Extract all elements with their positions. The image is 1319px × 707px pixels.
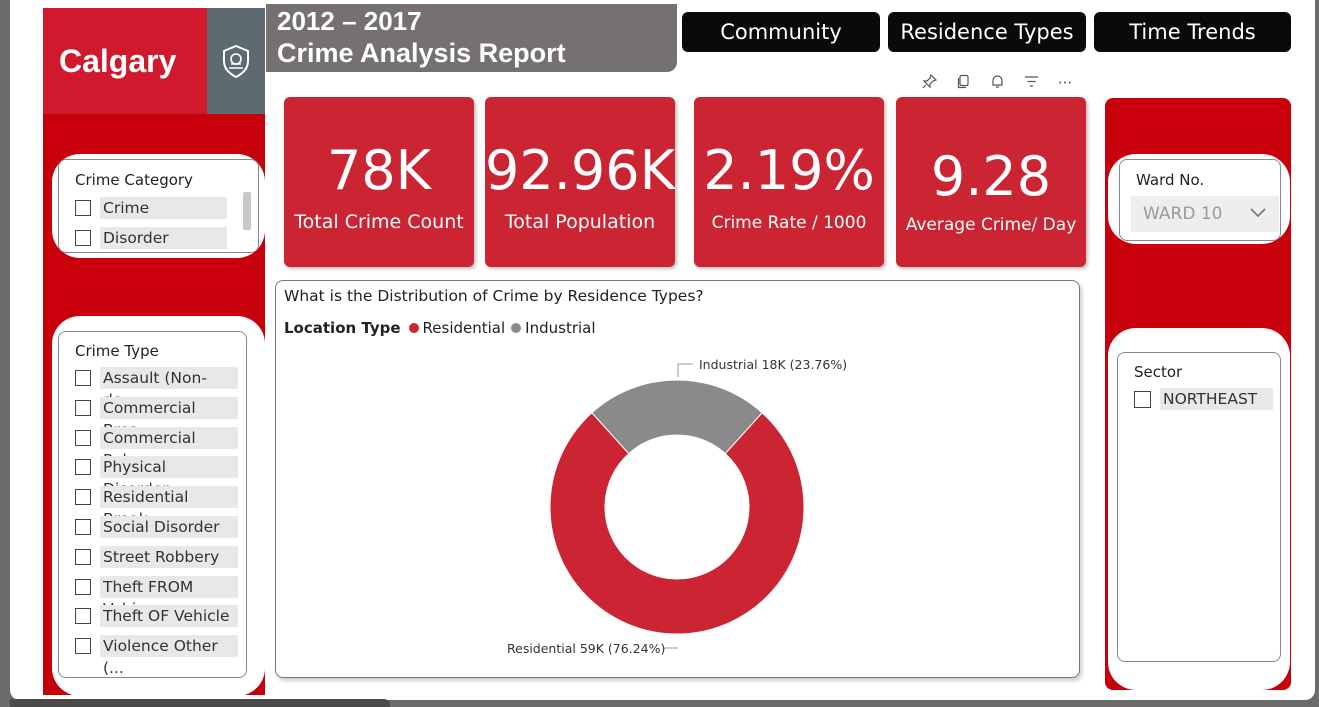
slicer-item-label: Commercial Rob... xyxy=(100,426,238,469)
kpi-label: Crime Rate / 1000 xyxy=(711,213,867,233)
pin-icon[interactable] xyxy=(920,73,938,93)
slicer-item-label: Assault (Non-do... xyxy=(100,367,238,409)
slicer-item-label: Social Disorder xyxy=(100,516,238,538)
crime-category-slicer: Crime Category Crime Disorder xyxy=(58,159,259,253)
kpi-total-population: 92.96K Total Population xyxy=(485,97,675,267)
checkbox[interactable] xyxy=(75,200,91,216)
kpi-average-crime-per-day: 9.28 Average Crime/ Day xyxy=(896,97,1086,267)
kpi-value: 78K xyxy=(326,139,432,202)
slicer-item-crime[interactable]: Crime xyxy=(75,197,227,219)
slicer-item-label: Physical Disorder xyxy=(100,456,238,498)
legend-item-residential[interactable]: Residential xyxy=(408,319,506,337)
slicer-item-disorder[interactable]: Disorder xyxy=(75,227,227,249)
kpi-total-crime-count: 78K Total Crime Count xyxy=(284,97,474,267)
legend-dot xyxy=(408,323,419,333)
slicer-item-label: Street Robbery xyxy=(100,545,238,568)
chart-legend: Location Type Residential Industrial xyxy=(284,319,602,337)
filter-icon[interactable] xyxy=(1022,74,1040,93)
city-crest-icon xyxy=(207,8,265,114)
kpi-value: 2.19% xyxy=(703,139,875,202)
data-label-residential: Residential 59K (76.24%) xyxy=(507,641,665,656)
bell-icon[interactable] xyxy=(988,74,1006,93)
slicer-item[interactable]: Theft FROM Vehi... xyxy=(75,575,238,618)
checkbox[interactable] xyxy=(75,399,91,416)
slicer-item[interactable]: Commercial Brea... xyxy=(75,396,238,439)
legend-label: Residential xyxy=(422,319,506,337)
calgary-logo: Calgary xyxy=(43,8,265,114)
kpi-value: 92.96K xyxy=(485,139,676,202)
logo-text: Calgary xyxy=(59,42,177,79)
legend-label: Industrial xyxy=(525,319,596,337)
donut-slice-residential[interactable] xyxy=(549,412,805,635)
slicer-item[interactable]: Theft OF Vehicle xyxy=(75,605,238,628)
slicer-item[interactable]: Street Robbery xyxy=(75,545,238,568)
sector-slicer: Sector NORTHEAST xyxy=(1117,352,1281,662)
checkbox[interactable] xyxy=(75,548,91,565)
checkbox[interactable] xyxy=(75,230,91,246)
crime-type-slicer: Crime Type Assault (Non-do...Commercial … xyxy=(58,331,247,678)
legend-title: Location Type xyxy=(284,319,401,337)
donut-chart-svg: Residential 59K (76.24%) Industrial 18K (… xyxy=(507,357,847,656)
kpi-crime-rate: 2.19% Crime Rate / 1000 xyxy=(694,97,884,267)
kpi-label: Average Crime/ Day xyxy=(905,215,1077,235)
legend-item-industrial[interactable]: Industrial xyxy=(511,319,596,337)
kpi-label: Total Population xyxy=(504,211,656,233)
copy-icon[interactable] xyxy=(954,74,972,93)
slicer-item[interactable]: Violence Other (... xyxy=(75,635,238,677)
slicer-item-label: Theft OF Vehicle xyxy=(100,605,238,628)
chevron-down-icon xyxy=(1249,204,1267,224)
ward-slicer: Ward No. WARD 10 xyxy=(1119,159,1281,241)
checkbox[interactable] xyxy=(75,429,91,446)
kpi-label: Total Crime Count xyxy=(294,211,464,233)
kpi-value: 9.28 xyxy=(930,145,1052,208)
slicer-title: Ward No. xyxy=(1136,171,1205,189)
slicer-item[interactable]: Physical Disorder xyxy=(75,456,238,498)
nav-residence-types-button[interactable]: Residence Types xyxy=(888,12,1086,52)
checkbox[interactable] xyxy=(75,638,91,655)
page-scroll-indicator xyxy=(10,699,390,707)
more-options-icon[interactable]: ··· xyxy=(1057,74,1073,92)
donut-slice-industrial[interactable] xyxy=(591,379,763,455)
slicer-item-label: NORTHEAST xyxy=(1160,388,1273,410)
slicer-scrollbar[interactable] xyxy=(243,192,251,230)
slicer-item[interactable]: Residential Break... xyxy=(75,486,238,528)
slicer-item[interactable]: Commercial Rob... xyxy=(75,426,238,469)
leader-line xyxy=(677,363,693,377)
visual-header-toolbar: ··· xyxy=(920,72,1080,94)
slicer-item-label: Crime xyxy=(100,197,227,219)
data-label-industrial: Industrial 18K (23.76%) xyxy=(699,357,847,372)
ward-dropdown-value: WARD 10 xyxy=(1143,204,1223,224)
slicer-title: Crime Category xyxy=(75,171,193,189)
report-title-name: Crime Analysis Report xyxy=(277,38,566,68)
slicer-item-northeast[interactable]: NORTHEAST xyxy=(1134,388,1273,410)
chart-title: What is the Distribution of Crime by Res… xyxy=(284,287,704,305)
slicer-item-label: Theft FROM Vehi... xyxy=(100,575,238,618)
checkbox[interactable] xyxy=(75,370,91,386)
checkbox[interactable] xyxy=(75,459,91,476)
residence-type-donut-chart: What is the Distribution of Crime by Res… xyxy=(275,280,1080,678)
nav-time-trends-button[interactable]: Time Trends xyxy=(1094,12,1291,52)
legend-dot xyxy=(511,323,522,333)
nav-community-button[interactable]: Community xyxy=(682,12,880,52)
slicer-title: Sector xyxy=(1134,363,1183,381)
checkbox[interactable] xyxy=(75,519,91,535)
slicer-item[interactable]: Assault (Non-do... xyxy=(75,367,238,409)
slicer-item[interactable]: Social Disorder xyxy=(75,516,238,538)
checkbox[interactable] xyxy=(75,578,91,595)
checkbox[interactable] xyxy=(1134,390,1151,408)
ward-dropdown[interactable]: WARD 10 xyxy=(1131,196,1279,232)
slicer-item-label: Disorder xyxy=(100,227,227,249)
slicer-item-label: Violence Other (... xyxy=(100,635,238,677)
checkbox[interactable] xyxy=(75,489,91,506)
slicer-item-label: Commercial Brea... xyxy=(100,396,238,439)
report-title: 2012 – 2017 Crime Analysis Report xyxy=(266,4,677,72)
report-title-years: 2012 – 2017 xyxy=(277,6,422,36)
slicer-title: Crime Type xyxy=(75,342,159,360)
slicer-item-label: Residential Break... xyxy=(100,486,238,528)
checkbox[interactable] xyxy=(75,608,91,625)
